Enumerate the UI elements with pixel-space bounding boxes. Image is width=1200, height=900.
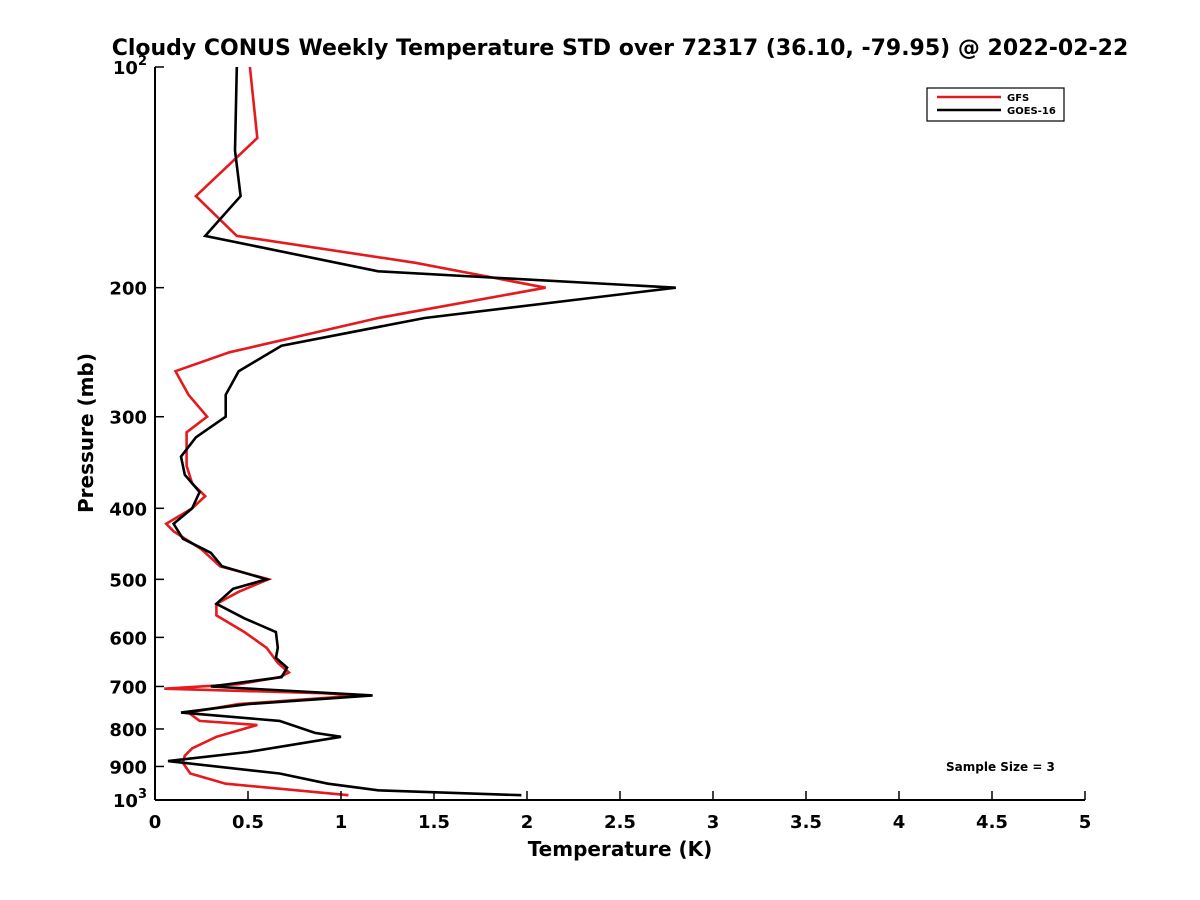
y-axis-ticks: 102 200 300 400 500 600 700 800 900 103 bbox=[109, 54, 164, 812]
x-tick-label: 0 bbox=[149, 812, 162, 833]
y-tick-label: 102 bbox=[113, 54, 147, 79]
series-line-0 bbox=[164, 66, 546, 797]
sample-size-annotation: Sample Size = 3 bbox=[946, 760, 1055, 774]
y-tick-label: 103 bbox=[113, 787, 147, 812]
x-tick-label: 1 bbox=[335, 812, 348, 833]
x-tick-label: 1.5 bbox=[418, 812, 450, 833]
x-axis-label: Temperature (K) bbox=[528, 837, 713, 861]
y-tick-label: 200 bbox=[109, 279, 147, 300]
x-tick-label: 0.5 bbox=[232, 812, 264, 833]
x-tick-label: 3 bbox=[707, 812, 720, 833]
y-tick-label: 800 bbox=[109, 720, 147, 741]
legend-box bbox=[926, 87, 1065, 122]
y-tick-label: 700 bbox=[109, 677, 147, 698]
x-tick-label: 5 bbox=[1079, 812, 1092, 833]
x-tick-label: 3.5 bbox=[790, 812, 822, 833]
y-tick-label: 600 bbox=[109, 628, 147, 649]
y-tick-label: 300 bbox=[109, 408, 147, 429]
plot-area bbox=[164, 66, 676, 797]
x-axis-ticks: 0 0.5 1 1.5 2 2.5 3 3.5 4 4.5 5 bbox=[149, 791, 1092, 833]
legend-label-goes16: GOES-16 bbox=[1007, 106, 1056, 117]
y-tick-label: 500 bbox=[109, 570, 147, 591]
y-tick-label: 900 bbox=[109, 757, 147, 778]
x-tick-label: 4 bbox=[893, 812, 906, 833]
y-axis-label: Pressure (mb) bbox=[74, 353, 98, 513]
x-tick-label: 2 bbox=[521, 812, 534, 833]
legend-label-gfs: GFS bbox=[1007, 93, 1029, 104]
chart-title: Cloudy CONUS Weekly Temperature STD over… bbox=[112, 36, 1129, 61]
y-tick-label: 400 bbox=[109, 499, 147, 520]
x-tick-label: 4.5 bbox=[976, 812, 1008, 833]
series-line-1 bbox=[167, 66, 676, 797]
legend: GFS GOES-16 bbox=[926, 87, 1065, 122]
x-tick-label: 2.5 bbox=[604, 812, 636, 833]
